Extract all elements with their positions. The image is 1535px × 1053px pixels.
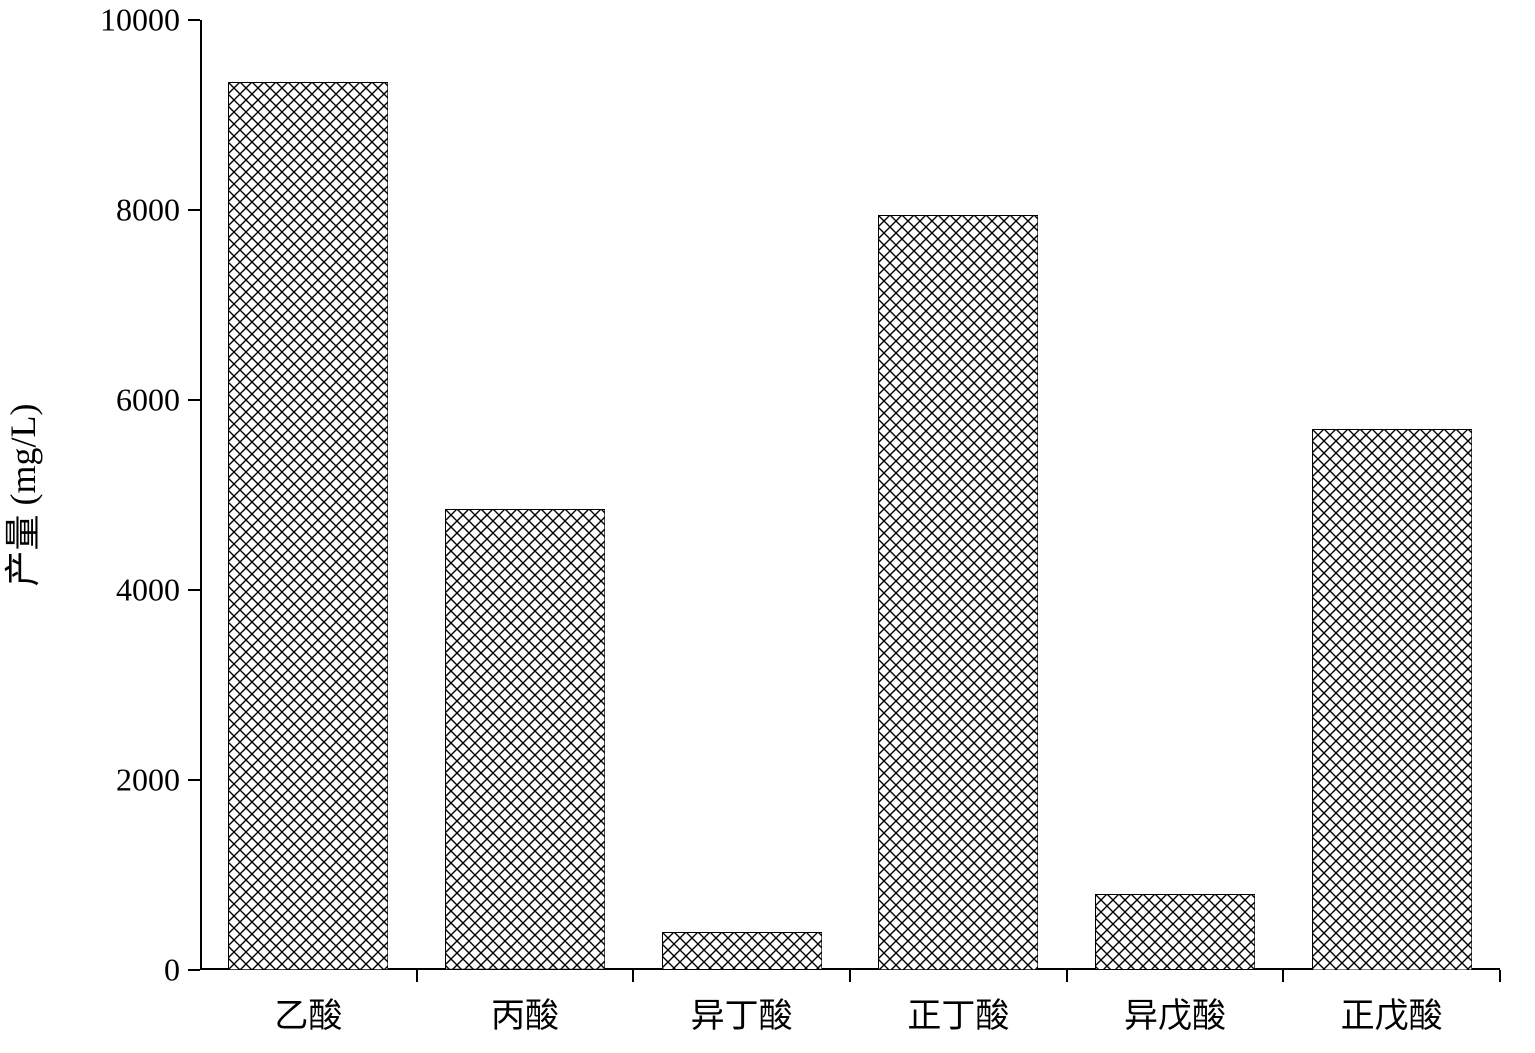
y-tick-mark xyxy=(188,589,200,591)
bar xyxy=(878,215,1038,970)
bar xyxy=(662,932,822,970)
x-tick-label: 丙酸 xyxy=(491,988,559,1037)
x-tick-label: 异丁酸 xyxy=(691,988,793,1037)
y-tick-mark xyxy=(188,209,200,211)
y-tick-mark xyxy=(188,779,200,781)
y-tick-mark xyxy=(188,19,200,21)
x-tick-label: 乙酸 xyxy=(274,988,342,1037)
x-tick-label: 异戊酸 xyxy=(1124,988,1226,1037)
y-tick-mark xyxy=(188,399,200,401)
bar xyxy=(228,82,388,970)
y-tick-label: 4000 xyxy=(116,572,180,609)
chart-container: 产量 (mg/L) 0200040006000800010000乙酸丙酸异丁酸正… xyxy=(0,0,1535,1053)
y-tick-mark xyxy=(188,969,200,971)
y-tick-label: 6000 xyxy=(116,382,180,419)
y-tick-label: 2000 xyxy=(116,762,180,799)
x-tick-mark xyxy=(849,970,851,982)
bar xyxy=(445,509,605,970)
plot-area xyxy=(200,20,1500,970)
x-tick-mark xyxy=(1066,970,1068,982)
x-tick-mark xyxy=(1499,970,1501,982)
bar xyxy=(1312,429,1472,971)
x-tick-mark xyxy=(1282,970,1284,982)
bar xyxy=(1095,894,1255,970)
y-tick-label: 8000 xyxy=(116,192,180,229)
x-tick-mark xyxy=(416,970,418,982)
x-tick-mark xyxy=(632,970,634,982)
x-tick-label: 正丁酸 xyxy=(907,988,1009,1037)
x-tick-label: 正戊酸 xyxy=(1341,988,1443,1037)
y-tick-label: 0 xyxy=(164,952,180,989)
y-tick-label: 10000 xyxy=(100,2,180,39)
